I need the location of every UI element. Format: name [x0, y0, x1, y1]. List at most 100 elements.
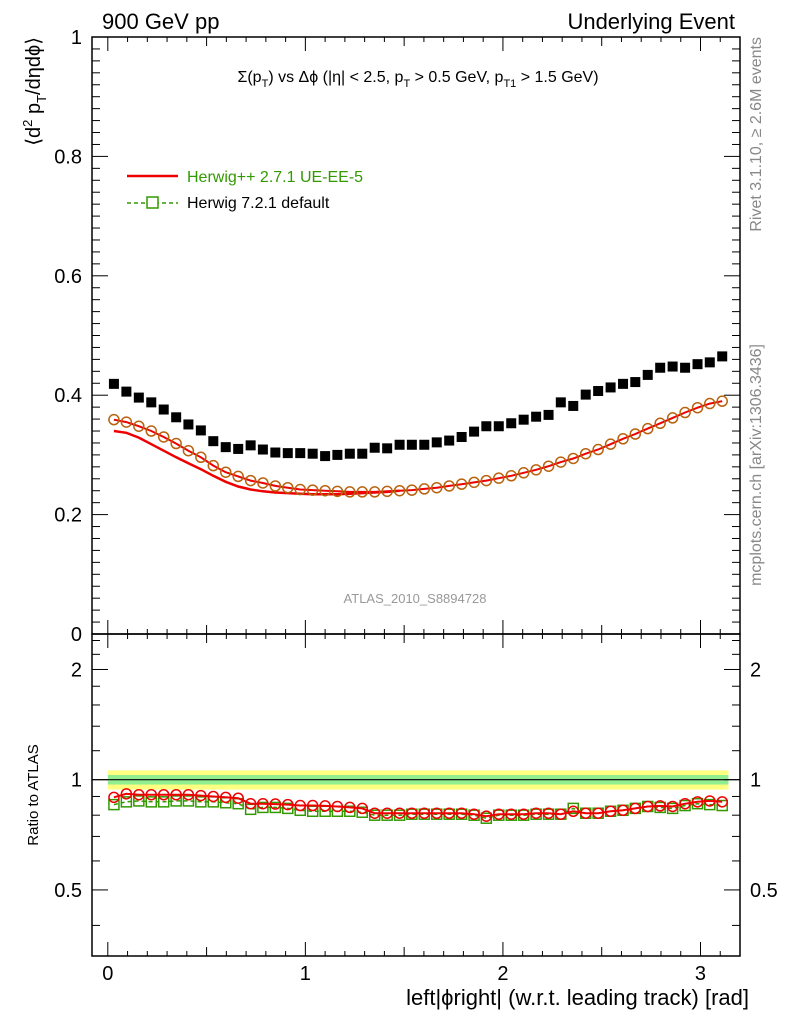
- point-herwigpp: [232, 470, 244, 483]
- point-herwigpp: [530, 464, 542, 476]
- point-herwigpp: [157, 431, 170, 443]
- legend-label-herwig7: Herwig 7.2.1 default: [187, 195, 330, 212]
- ratio-point-herwigpp: [157, 788, 170, 801]
- ratio-point-herwigpp: [517, 808, 530, 820]
- ratio-point-herwigpp: [555, 808, 567, 820]
- ratio-point-herwigpp: [269, 798, 282, 810]
- point-atlas: [704, 357, 715, 368]
- ratio-point-herwigpp: [306, 799, 319, 812]
- main-ytick-label: 0.6: [54, 266, 82, 288]
- point-atlas: [680, 362, 691, 373]
- ratio-point-herwigpp: [319, 800, 331, 812]
- ratio-point-herwigpp: [344, 801, 356, 814]
- ratio-point-herwigpp: [282, 798, 294, 811]
- ratio-ytick-label-left: 1: [71, 770, 82, 792]
- point-herwigpp: [244, 474, 257, 487]
- ratio-ytick-label-left: 2: [71, 659, 82, 681]
- ratio-ylabel: Ratio to ATLAS: [25, 744, 42, 845]
- ratio-point-herwigpp: [455, 807, 468, 819]
- ratio-point-herwig7: [344, 805, 356, 818]
- ratio-point-herwig7: [269, 801, 282, 814]
- ratio-line-herwigpp: [113, 792, 723, 818]
- ratio-ytick-label-right: 0.5: [750, 880, 778, 902]
- point-herwigpp: [455, 478, 468, 490]
- point-herwigpp: [679, 406, 691, 419]
- ratio-point-herwigpp: [567, 805, 580, 818]
- ratio-point-herwigpp: [244, 797, 257, 810]
- point-atlas: [618, 378, 629, 389]
- ratio-point-herwigpp: [133, 788, 145, 801]
- ratio-ytick-label-left: 0.5: [54, 880, 82, 902]
- ratio-point-herwig7: [108, 798, 120, 811]
- ratio-point-herwig7: [282, 802, 294, 815]
- title-part-1: T: [262, 78, 269, 90]
- ratio-point-herwigpp: [356, 802, 369, 815]
- title-part-5: T1: [503, 78, 516, 90]
- ratio-point-herwigpp: [294, 799, 306, 812]
- point-atlas: [195, 425, 206, 436]
- point-atlas: [419, 439, 430, 450]
- point-herwigpp: [691, 401, 704, 414]
- point-herwigpp: [344, 486, 356, 498]
- point-atlas: [382, 443, 393, 454]
- point-herwigpp: [393, 484, 406, 497]
- point-atlas: [171, 412, 182, 423]
- point-herwigpp: [480, 474, 493, 487]
- point-atlas: [506, 418, 517, 429]
- point-herwigpp: [195, 451, 207, 464]
- point-herwigpp: [170, 437, 182, 450]
- ratio-point-herwigpp: [331, 800, 344, 813]
- ratio-point-herwigpp: [579, 807, 592, 819]
- point-herwigpp: [517, 467, 530, 479]
- point-herwigpp: [617, 433, 629, 445]
- point-atlas: [307, 448, 318, 459]
- point-herwigpp: [356, 486, 369, 498]
- ratio-ytick-label-right: 2: [750, 659, 761, 681]
- point-herwigpp: [430, 481, 443, 494]
- main-ylabel: ⟨d2 pT/dηdϕ⟩: [20, 37, 49, 146]
- point-herwigpp: [368, 486, 381, 498]
- point-atlas: [357, 448, 368, 459]
- legend: Herwig++ 2.7.1 UE-EE-5 Herwig 7.2.1 defa…: [127, 169, 363, 212]
- point-herwigpp: [716, 395, 728, 407]
- point-herwigpp: [704, 397, 716, 410]
- point-atlas: [518, 414, 529, 425]
- point-atlas: [531, 411, 542, 422]
- ratio-point-herwigpp: [406, 807, 418, 819]
- point-atlas: [555, 397, 566, 408]
- ylabel-part-4: /dηdϕ⟩: [23, 37, 45, 95]
- point-atlas: [158, 404, 169, 415]
- title-part-0: Σ(p: [237, 69, 261, 86]
- ratio-point-herwig7: [257, 801, 269, 814]
- ratio-point-herwigpp: [679, 797, 691, 810]
- ratio-point-herwigpp: [182, 788, 195, 801]
- ratio-point-herwigpp: [530, 807, 542, 819]
- ylabel-part-1: 2: [20, 120, 35, 127]
- point-herwigpp: [418, 483, 431, 495]
- point-herwigpp: [207, 459, 220, 472]
- point-atlas: [444, 435, 455, 446]
- ratio-point-herwig7: [170, 795, 182, 807]
- watermark: ATLAS_2010_S8894728: [344, 591, 487, 606]
- point-atlas: [320, 451, 331, 462]
- title-part-2: ) vs Δϕ (|η| < 2.5, p: [268, 69, 403, 86]
- point-atlas: [183, 419, 194, 430]
- ratio-point-herwigpp: [418, 807, 431, 819]
- ratio-point-herwigpp: [108, 791, 120, 804]
- point-atlas: [717, 351, 728, 362]
- main-title: Σ(pT) vs Δϕ (|η| < 2.5, pT > 0.5 GeV, pT…: [237, 69, 598, 90]
- ratio-point-herwigpp: [641, 800, 654, 813]
- ratio-point-herwig7: [195, 796, 207, 808]
- ratio-point-herwigpp: [207, 790, 220, 803]
- chart-marks: 0 1 2 3 0 0.2 0.4 0.6 0.8 1 0.5 0.5 1 1 2 2: [54, 27, 778, 985]
- point-atlas: [431, 437, 442, 448]
- header-right: Underlying Event: [567, 9, 735, 34]
- point-herwigpp: [468, 476, 480, 489]
- point-atlas: [282, 448, 293, 459]
- point-herwigpp: [542, 460, 555, 472]
- ratio-point-herwigpp: [480, 810, 493, 822]
- point-herwigpp: [219, 466, 232, 478]
- ratio-point-herwigpp: [430, 807, 443, 819]
- main-plot-frame: [91, 36, 741, 635]
